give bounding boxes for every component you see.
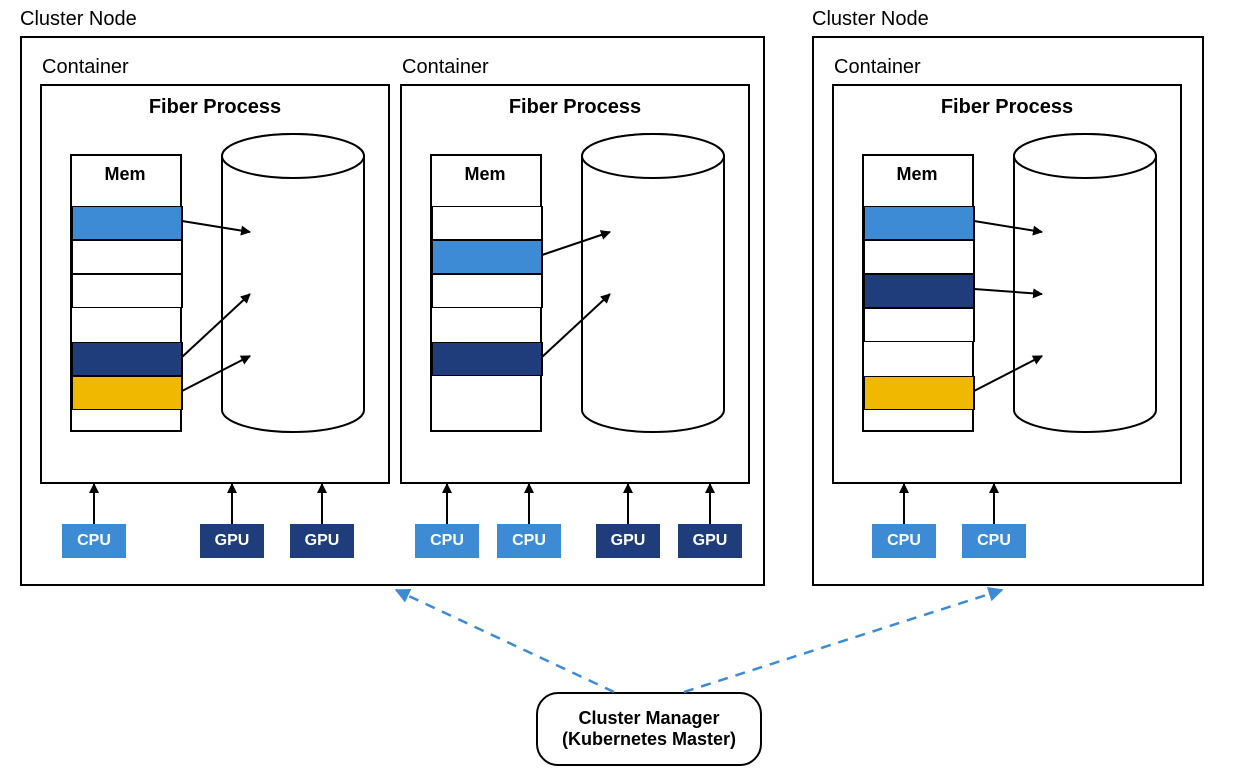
mem-stack [862, 154, 974, 432]
mem-cell [863, 274, 975, 308]
mem-stack [430, 154, 542, 432]
mem-cell [431, 342, 543, 376]
cpu-box: CPU [62, 524, 126, 558]
dir-bin: /bin [252, 218, 332, 250]
mem-cell [863, 240, 975, 274]
mem-cell [71, 206, 183, 240]
gpu-box: GPU [596, 524, 660, 558]
cluster-node-label: Cluster Node [20, 8, 137, 31]
manager-line1: Cluster Manager [556, 708, 742, 729]
disk-label: Disk [618, 142, 688, 163]
cpu-box: CPU [415, 524, 479, 558]
mem-cell [863, 206, 975, 240]
mem-label: Mem [887, 164, 947, 185]
cpu-box: CPU [872, 524, 936, 558]
cluster-manager-box: Cluster Manager(Kubernetes Master) [536, 692, 762, 766]
disk-label: Disk [258, 142, 328, 163]
container-label: Container [402, 56, 489, 79]
fiber-process-label: Fiber Process [832, 96, 1182, 119]
mem-cell [863, 376, 975, 410]
cluster-node-label: Cluster Node [812, 8, 929, 31]
cpu-box: CPU [962, 524, 1026, 558]
fiber-process-label: Fiber Process [40, 96, 390, 119]
dir-lib: /lib [252, 280, 332, 312]
cpu-box: CPU [497, 524, 561, 558]
dir-bin: /bin [1044, 218, 1124, 250]
mem-cell [431, 206, 543, 240]
container-label: Container [834, 56, 921, 79]
dir-lib: /lib [612, 280, 692, 312]
mem-label: Mem [95, 164, 155, 185]
mem-stack [70, 154, 182, 432]
dir-bin: /bin [612, 218, 692, 250]
fiber-process-label: Fiber Process [400, 96, 750, 119]
mem-label: Mem [455, 164, 515, 185]
mem-cell [71, 376, 183, 410]
mem-cell [863, 308, 975, 342]
manager-line2: (Kubernetes Master) [556, 729, 742, 750]
mem-cell [71, 342, 183, 376]
dir-etc: /etc [1044, 342, 1124, 374]
mem-cell [431, 240, 543, 274]
gpu-box: GPU [200, 524, 264, 558]
container-label: Container [42, 56, 129, 79]
mem-cell [71, 240, 183, 274]
dir-lib: /lib [1044, 280, 1124, 312]
mem-cell [71, 274, 183, 308]
dir-etc: /etc [252, 342, 332, 374]
mem-cell [431, 274, 543, 308]
disk-label: Disk [1050, 142, 1120, 163]
gpu-box: GPU [290, 524, 354, 558]
gpu-box: GPU [678, 524, 742, 558]
